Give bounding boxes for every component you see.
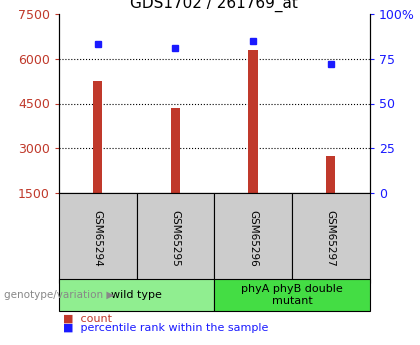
Text: ■  count: ■ count bbox=[63, 314, 112, 324]
Text: ■  percentile rank within the sample: ■ percentile rank within the sample bbox=[63, 323, 268, 333]
Bar bbox=[214, 279, 370, 311]
Bar bbox=[93, 81, 102, 193]
Text: wild type: wild type bbox=[111, 290, 162, 300]
Bar bbox=[136, 193, 214, 283]
Text: GSM65297: GSM65297 bbox=[326, 210, 336, 266]
Title: GDS1702 / 261769_at: GDS1702 / 261769_at bbox=[130, 0, 298, 12]
Text: genotype/variation ▶: genotype/variation ▶ bbox=[4, 290, 115, 300]
Bar bbox=[171, 108, 180, 193]
Bar bbox=[59, 279, 214, 311]
Bar bbox=[214, 193, 292, 283]
Text: GSM65294: GSM65294 bbox=[93, 210, 102, 266]
Bar bbox=[248, 50, 258, 193]
Text: phyA phyB double
mutant: phyA phyB double mutant bbox=[241, 284, 343, 306]
Bar bbox=[292, 193, 370, 283]
Text: GSM65296: GSM65296 bbox=[248, 210, 258, 266]
Text: GSM65295: GSM65295 bbox=[171, 210, 180, 266]
Bar bbox=[326, 156, 336, 193]
Bar bbox=[59, 193, 136, 283]
